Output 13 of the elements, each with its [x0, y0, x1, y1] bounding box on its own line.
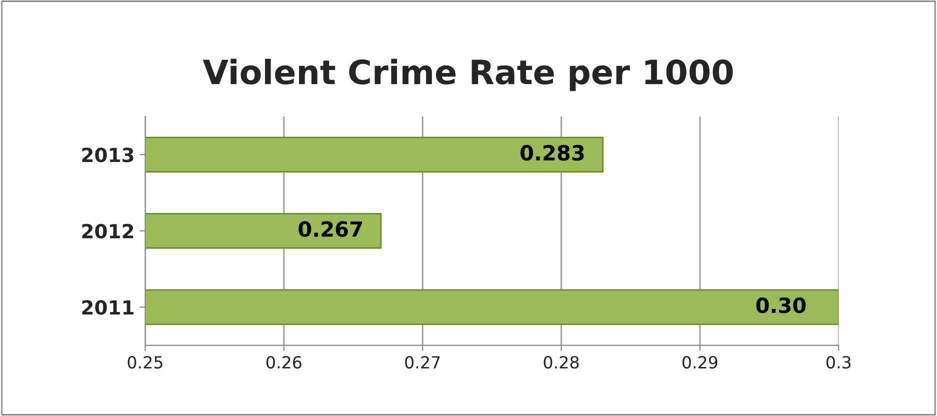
data-label: 0.267	[298, 221, 362, 237]
x-tick-label: 0.27	[405, 356, 440, 369]
x-tick-label: 0.29	[682, 356, 718, 369]
x-tick-label: 0.3	[826, 356, 851, 369]
y-tick-label: 2012	[82, 224, 134, 239]
y-tick-label: 2011	[82, 300, 134, 315]
x-tick-label: 0.26	[266, 356, 302, 369]
x-tick-label: 0.28	[544, 356, 579, 369]
chart-title: Violent Crime Rate per 1000	[202, 58, 733, 92]
y-tick-label: 2013	[82, 148, 134, 162]
data-label: 0.30	[756, 297, 806, 314]
data-label: 0.283	[520, 144, 584, 161]
x-tick-label: 0.25	[128, 356, 162, 369]
